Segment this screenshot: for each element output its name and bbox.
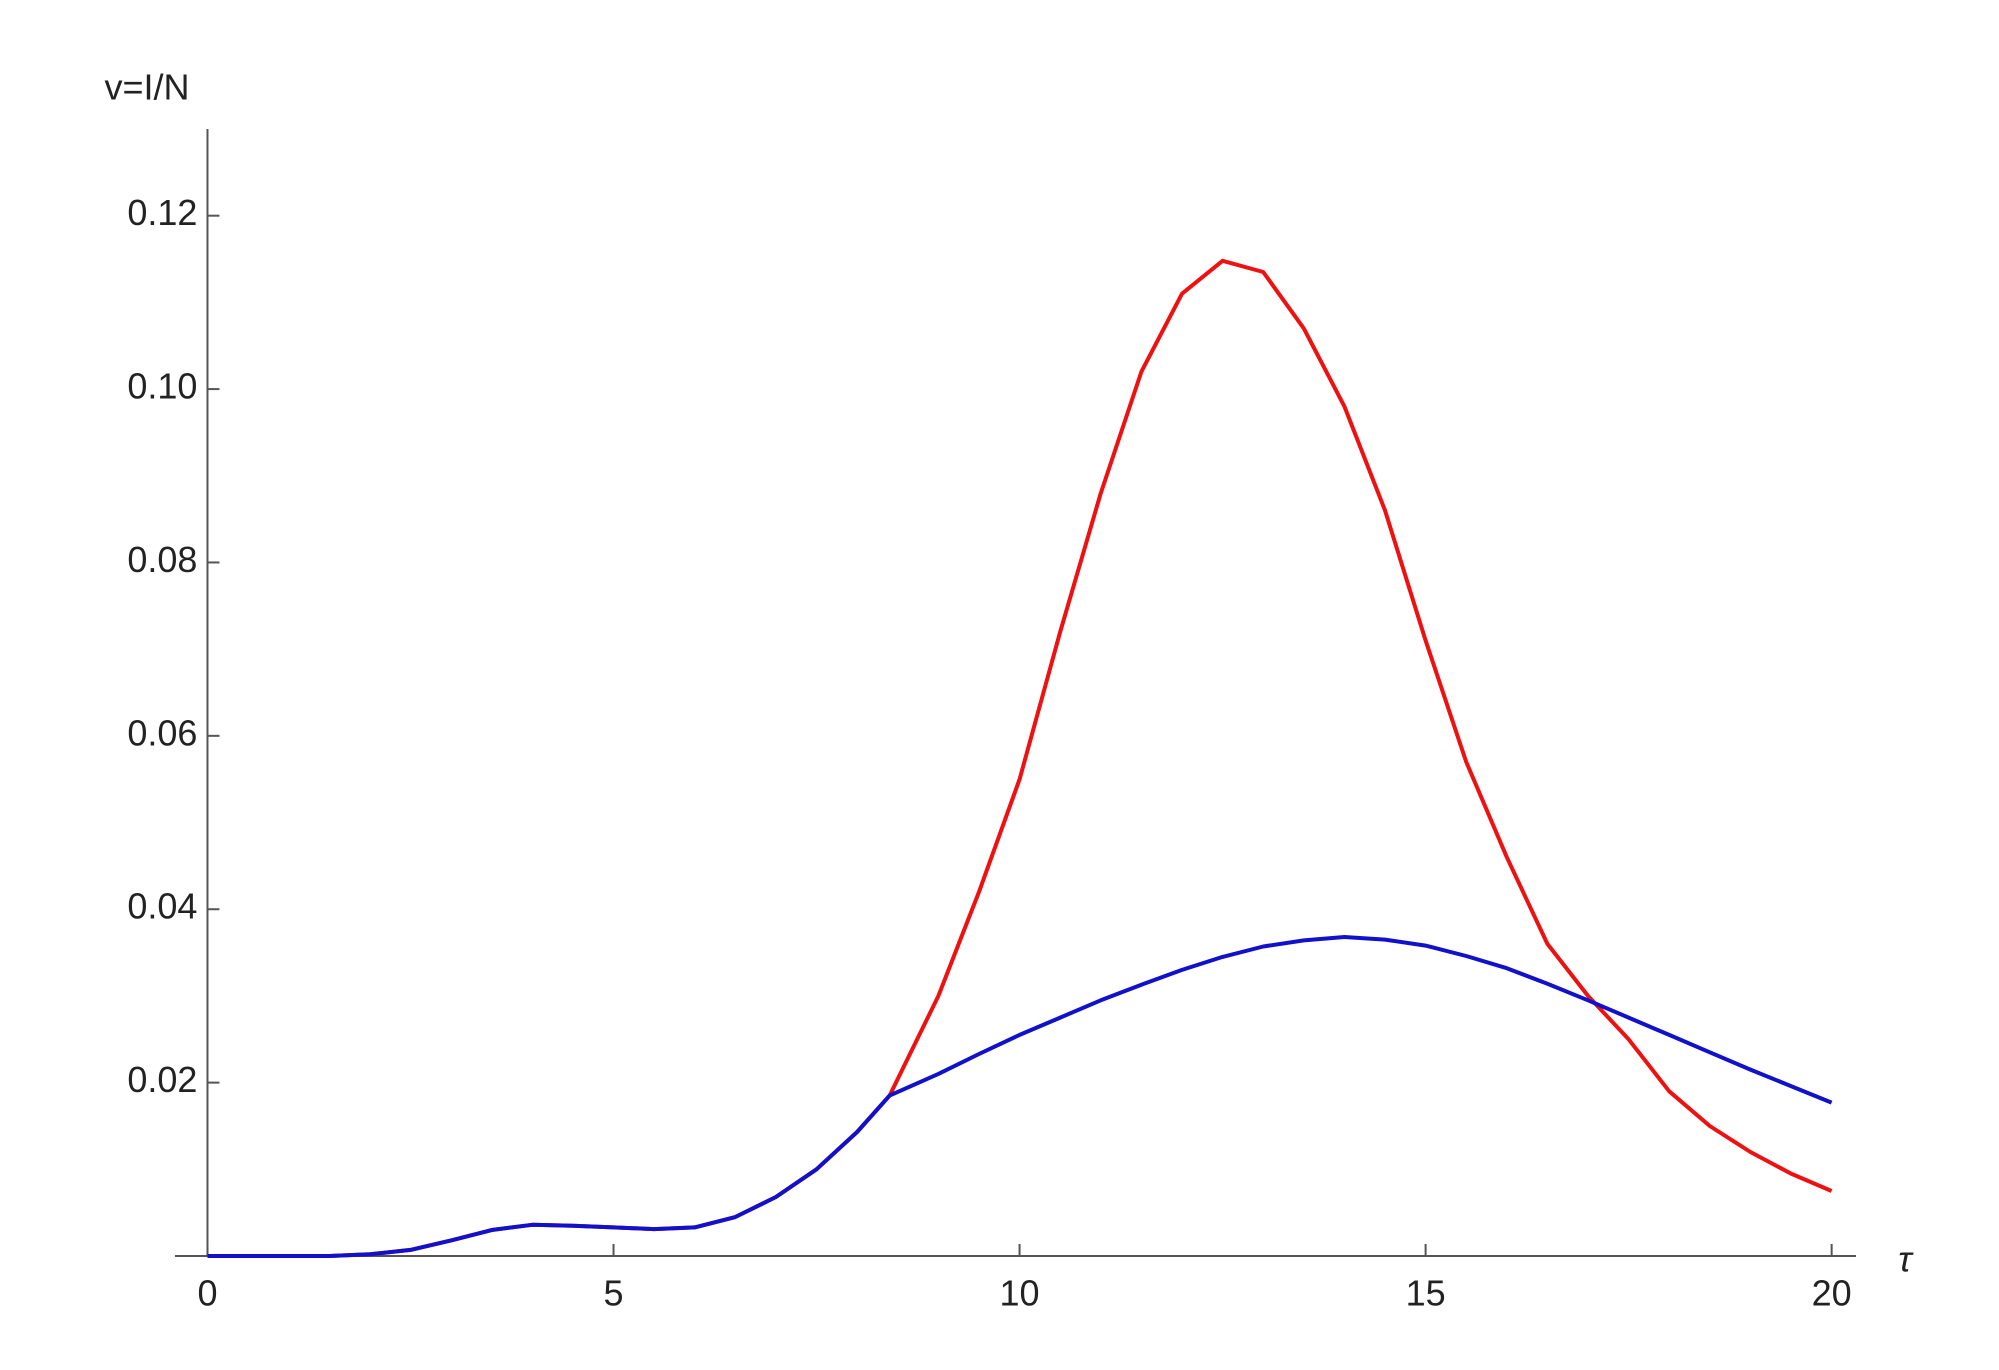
y-tick-label: 0.12: [127, 192, 197, 233]
x-tick-label: 10: [1000, 1273, 1040, 1314]
y-tick-label: 0.10: [127, 366, 197, 407]
x-tick-label: 5: [604, 1273, 624, 1314]
x-tick-label: 15: [1406, 1273, 1446, 1314]
y-axis-label: v=I/N: [104, 67, 189, 108]
x-tick-label: 0: [197, 1273, 217, 1314]
y-tick-label: 0.02: [127, 1059, 197, 1100]
x-axis-label: τ: [1898, 1239, 1914, 1280]
x-tick-label: 20: [1812, 1273, 1852, 1314]
series-line: [207, 935, 1833, 1258]
y-tick-label: 0.04: [127, 886, 197, 927]
y-tick-label: 0.06: [127, 712, 197, 753]
series-line: [207, 258, 1833, 1258]
y-tick-label: 0.08: [127, 539, 197, 580]
